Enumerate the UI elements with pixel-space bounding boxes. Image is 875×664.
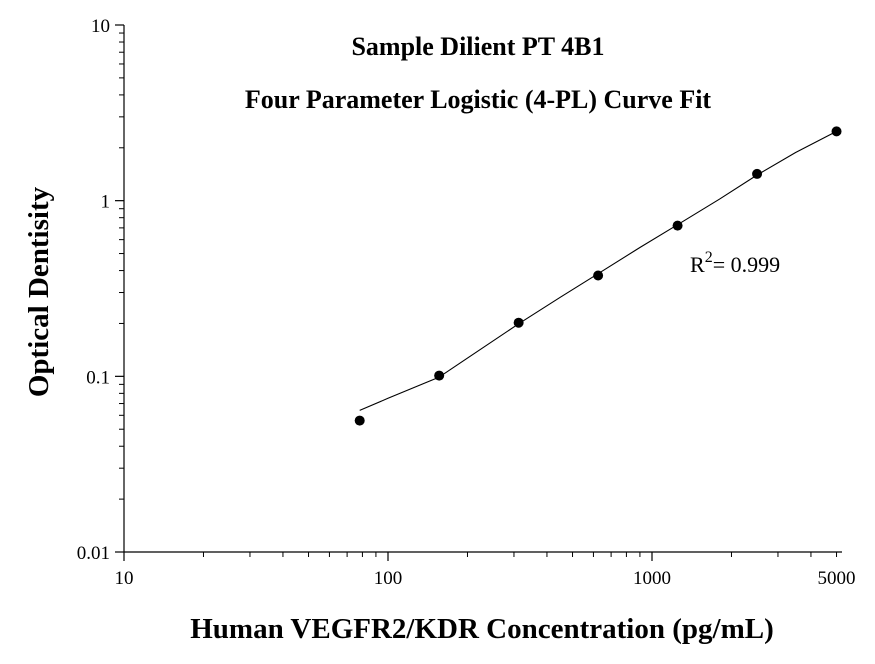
r-squared-superscript: 2	[705, 249, 713, 266]
y-tick-label: 0.01	[77, 543, 110, 564]
data-point	[752, 168, 763, 179]
y-tick-label: 1	[101, 192, 111, 213]
chart-subtitle: Four Parameter Logistic (4-PL) Curve Fit	[245, 85, 712, 114]
x-tick-label: 1000	[633, 568, 671, 589]
x-tick-label: 5000	[818, 568, 856, 589]
r-squared-value: = 0.999	[713, 252, 780, 277]
x-tick-label: 100	[374, 568, 403, 589]
data-point	[354, 415, 365, 426]
chart-title: Sample Dilient PT 4B1	[351, 32, 604, 61]
y-axis-label: Optical Dentisity	[23, 186, 55, 397]
r-squared-base: R	[690, 252, 705, 277]
axes	[123, 25, 842, 553]
data-point	[831, 126, 842, 137]
y-tick-label: 10	[91, 16, 110, 37]
y-tick-label: 0.1	[86, 367, 110, 388]
data-point	[672, 220, 683, 231]
r-squared-annotation: R2= 0.999	[690, 249, 780, 277]
data-point	[593, 270, 604, 281]
x-tick-label: 10	[115, 568, 134, 589]
x-axis-label: Human VEGFR2/KDR Concentration (pg/mL)	[190, 613, 774, 645]
data-point	[434, 370, 445, 381]
data-point	[513, 317, 524, 328]
